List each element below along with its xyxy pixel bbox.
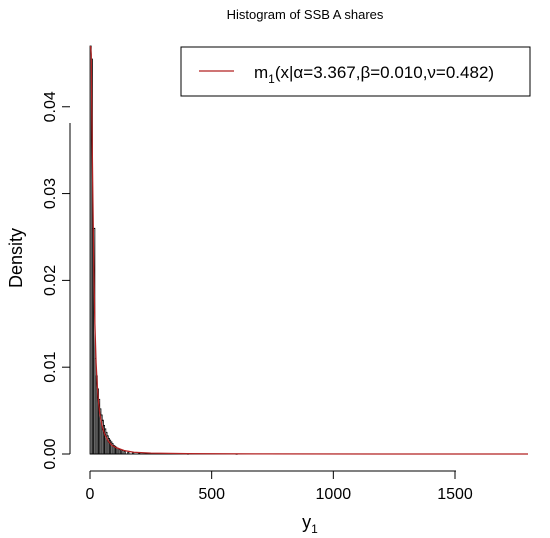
y-tick-label-2: 0.02 — [42, 265, 59, 296]
x-tick-label-1: 500 — [198, 486, 225, 503]
histogram-bar-24 — [118, 449, 121, 455]
x-tick-label-2: 1000 — [316, 486, 352, 503]
legend-suffix: (x|α=3.367,β=0.010,ν=0.482) — [275, 63, 494, 82]
legend-sub: 1 — [268, 72, 275, 86]
y-axis-label: Density — [6, 228, 26, 288]
legend: m1(x|α=3.367,β=0.010,ν=0.482) — [180, 46, 531, 97]
y-axis-ticks: 0.00 0.01 0.02 0.03 0.04 — [42, 91, 70, 470]
chart-title: Histogram of SSB A shares — [227, 7, 384, 22]
x-axis-ticks: 0 500 1000 1500 — [86, 471, 473, 503]
fitted-density-curve — [89, 45, 528, 455]
y-tick-label-3: 0.03 — [42, 178, 59, 209]
y-tick-label-1: 0.01 — [42, 352, 59, 383]
histogram-bars — [89, 45, 528, 455]
x-tick-label-3: 1500 — [437, 486, 473, 503]
y-tick-label-4: 0.04 — [42, 91, 59, 122]
x-axis-label: y1 — [302, 512, 318, 536]
legend-box — [180, 46, 531, 97]
legend-prefix: m — [254, 63, 268, 82]
histogram-bar-25 — [121, 450, 124, 455]
y-tick-label-0: 0.00 — [42, 438, 59, 469]
x-axis-label-main: y — [302, 512, 311, 532]
x-axis-label-sub: 1 — [311, 522, 318, 536]
legend-entry-label: m1(x|α=3.367,β=0.010,ν=0.482) — [254, 63, 494, 86]
x-tick-label-0: 0 — [86, 486, 95, 503]
